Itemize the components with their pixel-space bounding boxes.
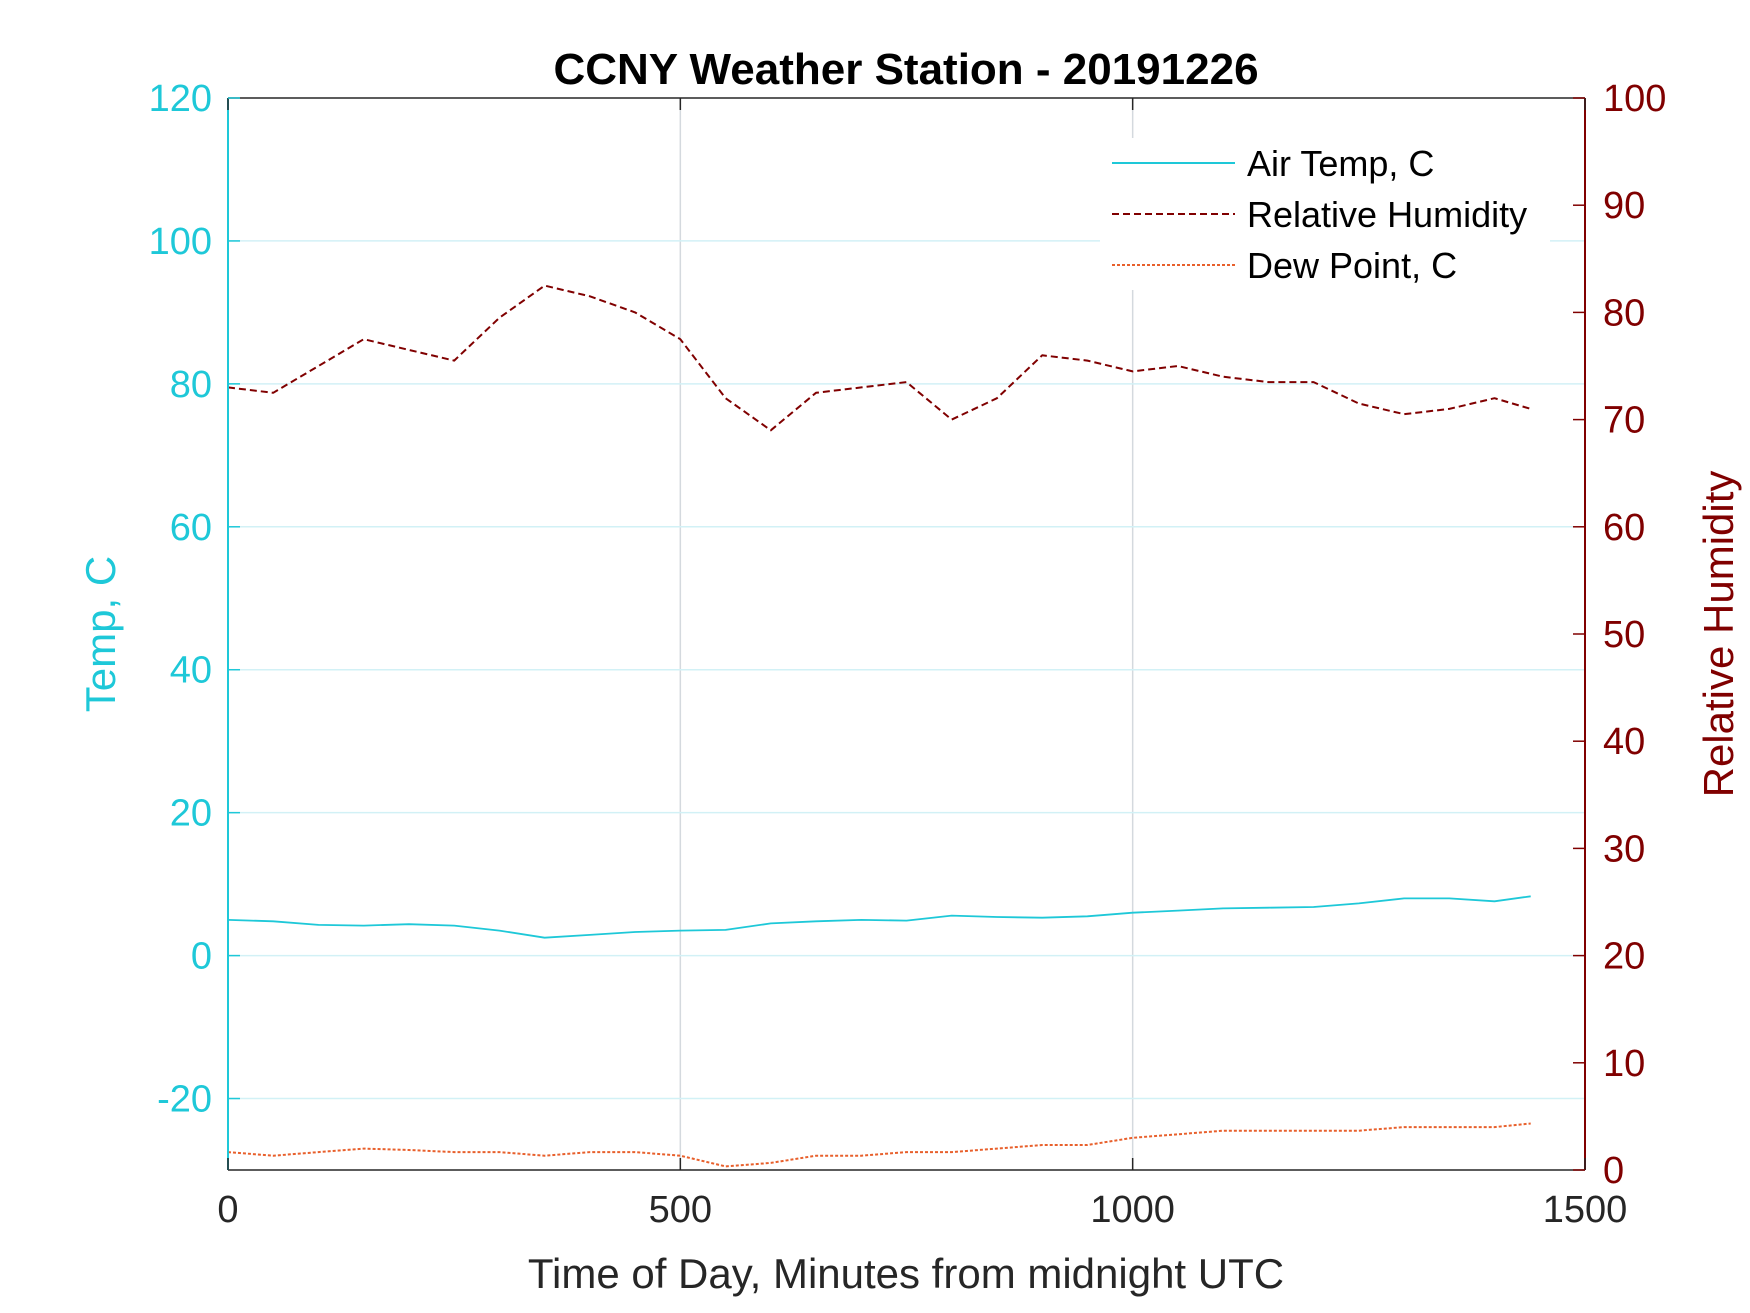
y-left-tick-label: 120 bbox=[149, 78, 212, 120]
y-axis-right-label: Relative Humidity bbox=[1695, 471, 1742, 798]
y-right-tick-label: 0 bbox=[1603, 1150, 1624, 1192]
x-tick-label: 500 bbox=[649, 1189, 712, 1231]
legend-label-air-temp: Air Temp, C bbox=[1247, 143, 1434, 184]
y-right-tick-label: 30 bbox=[1603, 828, 1645, 870]
series-line-dew-point bbox=[227, 1122, 1531, 1168]
y-right-tick-label: 20 bbox=[1603, 936, 1645, 978]
y-left-tick-label: 60 bbox=[170, 507, 212, 549]
legend-label-relative-humidity: Relative Humidity bbox=[1247, 194, 1527, 235]
legend: Air Temp, C Relative Humidity Dew Point,… bbox=[1100, 138, 1550, 290]
y-right-tick-label: 40 bbox=[1603, 721, 1645, 763]
ticks-layer: 0 500 1000 1500 -20 0 20 40 60 80 100 120 0 10 20 30 40 5… bbox=[149, 78, 1667, 1231]
chart-title: CCNY Weather Station - 20191226 bbox=[553, 45, 1258, 94]
series-layer bbox=[227, 284, 1531, 1168]
y-right-tick-label: 90 bbox=[1603, 185, 1645, 227]
y-left-tick-label: 20 bbox=[170, 793, 212, 835]
y-right-tick-label: 10 bbox=[1603, 1043, 1645, 1085]
y-right-tick-label: 100 bbox=[1603, 78, 1666, 120]
x-tick-label: 0 bbox=[217, 1189, 238, 1231]
y-right-tick-label: 50 bbox=[1603, 614, 1645, 656]
y-right-tick-label: 60 bbox=[1603, 507, 1645, 549]
y-left-tick-label: -20 bbox=[157, 1079, 212, 1121]
y-right-tick-label: 70 bbox=[1603, 400, 1645, 442]
y-right-tick-label: 80 bbox=[1603, 292, 1645, 334]
x-axis-label: Time of Day, Minutes from midnight UTC bbox=[528, 1250, 1284, 1297]
legend-label-dew-point: Dew Point, C bbox=[1247, 245, 1457, 286]
y-left-tick-label: 0 bbox=[191, 936, 212, 978]
y-left-tick-label: 40 bbox=[170, 650, 212, 692]
x-tick-label: 1000 bbox=[1090, 1189, 1175, 1231]
series-line-air-temp bbox=[227, 895, 1531, 939]
grid bbox=[228, 98, 1585, 1170]
x-tick-label: 1500 bbox=[1543, 1189, 1628, 1231]
y-left-tick-label: 100 bbox=[149, 221, 212, 263]
y-axis-left-label: Temp, C bbox=[77, 556, 124, 712]
series-line-relative-humidity bbox=[227, 284, 1531, 432]
y-left-tick-label: 80 bbox=[170, 364, 212, 406]
